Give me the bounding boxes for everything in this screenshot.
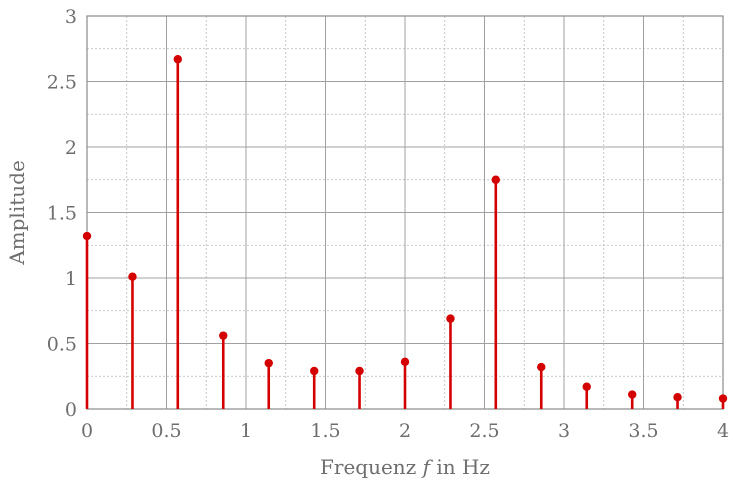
x-axis-label: Frequenz f in Hz [320,455,490,479]
stem-marker [128,272,137,281]
stem-marker [264,358,273,368]
x-axis-label-unit: in Hz [430,455,490,479]
stem-marker [718,394,728,403]
stem-marker [491,175,500,184]
y-axis-label: Amplitude [5,160,29,266]
y-tick-label: 1 [65,268,77,290]
x-tick-label: 1 [240,420,252,442]
stem-marker [355,366,364,376]
grid [86,15,724,410]
x-tick-label: 0.5 [151,420,181,442]
stem-marker [446,314,455,323]
x-tick-label: 1.5 [310,420,340,442]
x-tick-label: 3 [558,420,570,442]
stem-marker [537,362,546,372]
stem-marker [400,357,410,367]
y-tick-label: 1.5 [47,203,77,225]
stem-marker [673,393,682,402]
data-series [82,55,728,409]
stem-marker [219,331,228,340]
x-tick-label: 3.5 [628,420,658,442]
x-axis-label-prefix: Frequenz [320,455,423,479]
x-tick-label: 2 [399,420,411,442]
y-tick-label: 2.5 [47,72,77,94]
y-tick-label: 2 [65,137,77,159]
stem-marker [582,382,591,391]
stem-marker [82,231,92,241]
x-axis-ticks: 0 0.5 1 1.5 2 2.5 3 3.5 4 [81,420,729,442]
y-axis-ticks: 0 0.5 1 1.5 2 2.5 3 [47,6,77,421]
stem-marker [310,366,319,376]
y-tick-label: 0 [65,399,77,421]
y-tick-label: 0.5 [47,334,77,356]
x-tick-label: 0 [81,420,93,442]
stem-marker [173,55,182,64]
y-tick-label: 3 [65,6,77,28]
x-tick-label: 4 [717,420,729,442]
stem-marker [628,390,637,399]
x-tick-label: 2.5 [469,420,499,442]
